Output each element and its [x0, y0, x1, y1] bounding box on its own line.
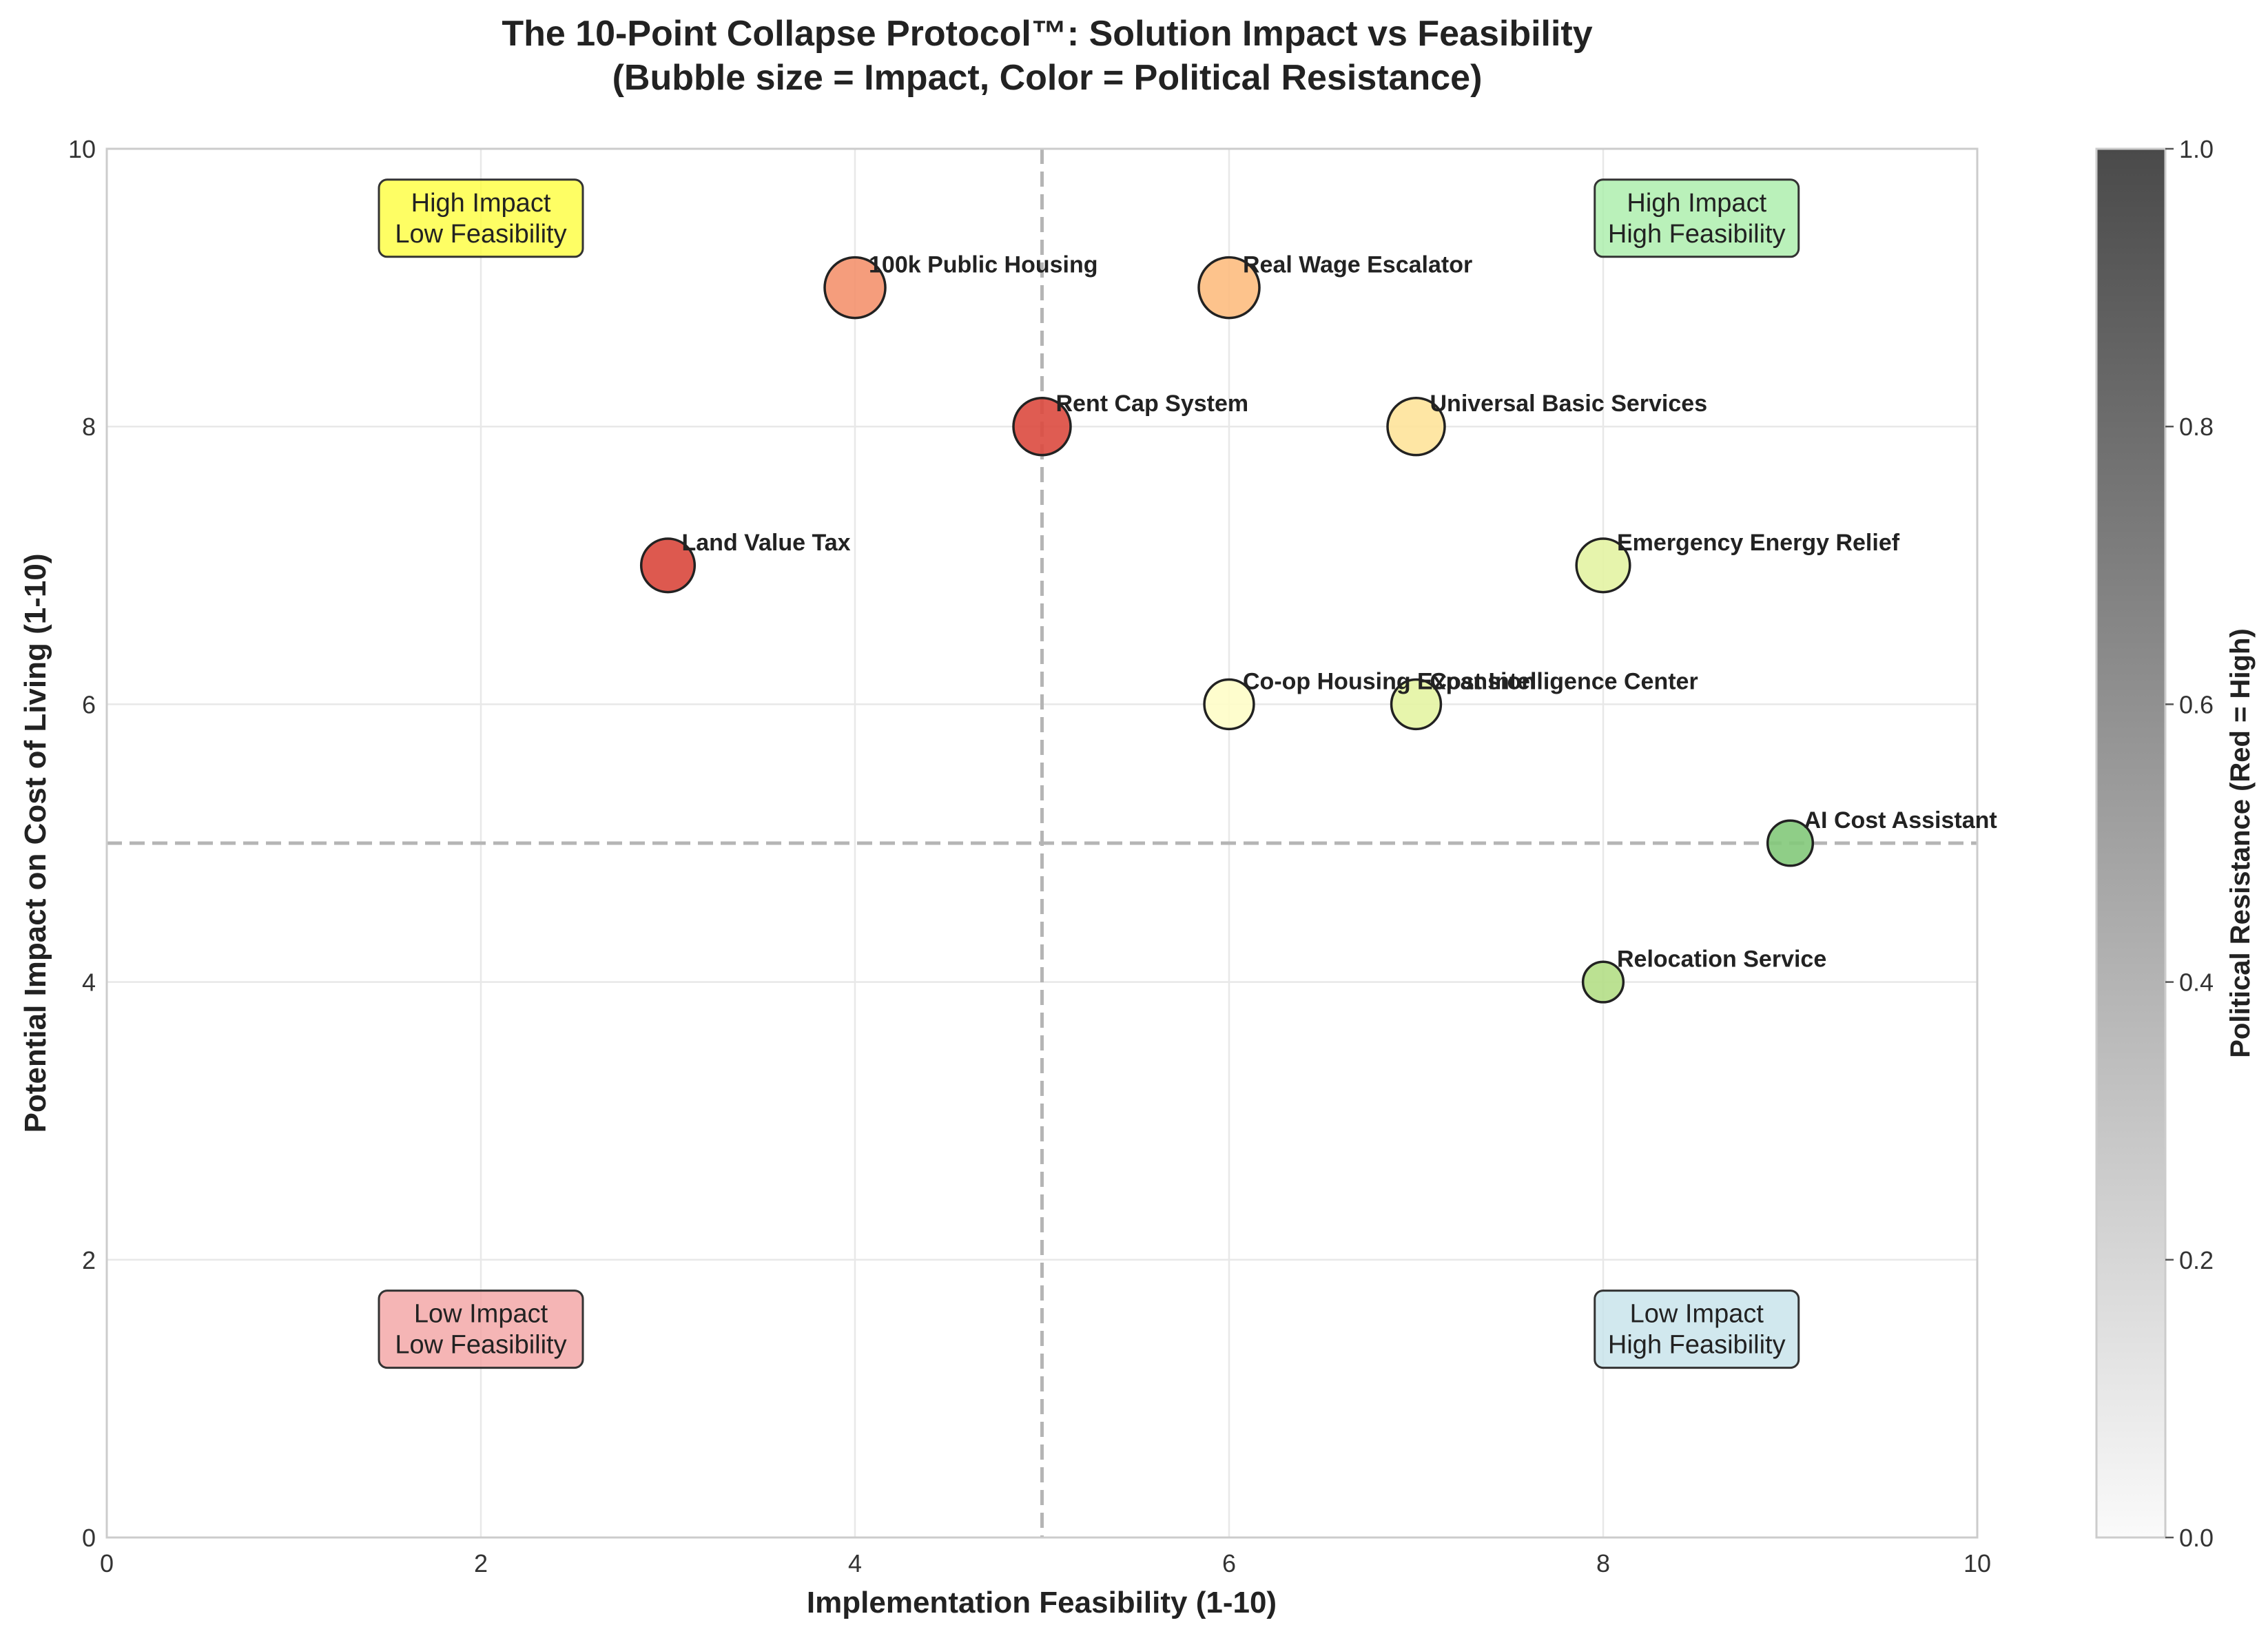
point-label: Emergency Energy Relief [1617, 530, 1900, 556]
quadrant-label-line1: High Impact [411, 189, 551, 218]
colorbar-tick-label: 0.8 [2179, 413, 2214, 441]
bubble-point [1012, 396, 1072, 457]
x-axis-label: Implementation Feasibility (1-10) [807, 1586, 1277, 1619]
colorbar-tick-label: 1.0 [2179, 135, 2214, 163]
y-tick-label: 6 [82, 690, 96, 718]
colorbar-tick-label: 0.4 [2179, 969, 2214, 997]
y-tick-label: 4 [82, 969, 96, 997]
x-tick-label: 8 [1596, 1549, 1610, 1577]
quadrant-label-box [1594, 1290, 1800, 1369]
bubble-point [823, 256, 887, 320]
chart-title: The 10-Point Collapse Protocol™: Solutio… [502, 14, 1592, 54]
point-label: AI Cost Assistant [1804, 807, 1997, 833]
quadrant-label-line1: Low Impact [414, 1300, 548, 1329]
x-tick-label: 2 [474, 1549, 488, 1577]
point-label: Land Value Tax [682, 530, 851, 556]
y-tick-label: 8 [82, 413, 96, 441]
quadrant-label-line2: High Feasibility [1608, 1331, 1786, 1360]
x-tick-label: 0 [100, 1549, 114, 1577]
quadrant-label-line2: High Feasibility [1608, 220, 1786, 249]
colorbar-tick-label: 0.2 [2179, 1246, 2214, 1274]
point-label: 100k Public Housing [869, 252, 1098, 278]
y-tick-label: 2 [82, 1246, 96, 1274]
bubble-point [1390, 678, 1443, 731]
x-tick-label: 10 [1963, 1549, 1991, 1577]
y-axis-ticks: 0 2 4 6 8 10 [68, 135, 96, 1552]
point-label: Universal Basic Services [1430, 391, 1708, 417]
reference-lines [107, 149, 1977, 1537]
bubble-point [639, 537, 697, 594]
y-tick-label: 0 [82, 1524, 96, 1552]
x-axis-ticks: 0 2 4 6 8 10 [100, 1549, 1991, 1577]
bubble-point [1766, 819, 1815, 867]
x-tick-label: 6 [1222, 1549, 1236, 1577]
colorbar-ticks: 0.0 0.2 0.4 0.6 0.8 1.0 [2165, 135, 2214, 1552]
colorbar-label: Political Resistance (Red = High) [2225, 628, 2256, 1058]
point-labels: 100k Public Housing Real Wage Escalator Re… [682, 252, 1997, 973]
bubble-point [1197, 256, 1261, 320]
chart-subtitle: (Bubble size = Impact, Color = Political… [612, 58, 1483, 98]
bubble-point [1581, 960, 1625, 1004]
plot-frame [105, 147, 1979, 1539]
point-label: Relocation Service [1617, 946, 1826, 973]
point-label: Real Wage Escalator [1243, 252, 1472, 278]
quadrant-label-box [378, 1290, 584, 1369]
y-axis-label: Potential Impact on Cost of Living (1-10… [19, 554, 52, 1133]
quadrant-label-box [378, 178, 584, 258]
y-tick-label: 10 [68, 135, 96, 163]
x-tick-label: 4 [848, 1549, 862, 1577]
bubble-point [1575, 537, 1631, 594]
quadrant-label-line2: Low Feasibility [395, 1331, 566, 1360]
colorbar [2095, 147, 2167, 1539]
bubble-point [1203, 678, 1255, 731]
colorbar-tick-label: 0.6 [2179, 690, 2214, 718]
point-label: Co-op Housing Expansion [1243, 668, 1536, 694]
colorbar-tick-label: 0.0 [2179, 1524, 2214, 1552]
bubbles [639, 256, 1815, 1004]
bubble-point [1386, 396, 1446, 457]
point-label: Rent Cap System [1056, 391, 1249, 417]
quadrant-label-line1: High Impact [1627, 189, 1766, 218]
quadrant-label-box [1594, 178, 1800, 258]
quadrant-label-line2: Low Feasibility [395, 220, 566, 249]
quadrant-label-line1: Low Impact [1630, 1300, 1764, 1329]
point-label: Cost Intelligence Center [1430, 668, 1698, 694]
